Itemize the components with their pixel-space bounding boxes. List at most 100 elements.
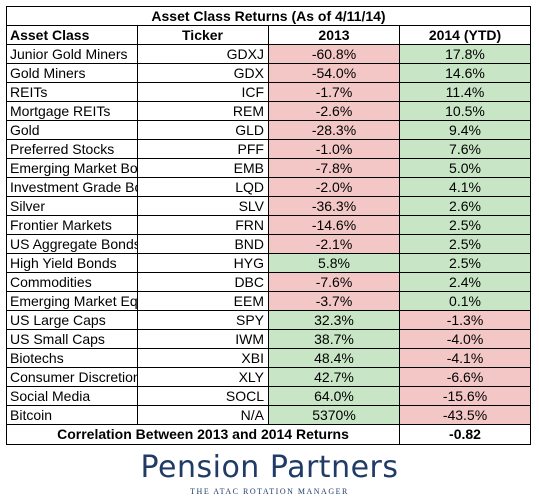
return-2014-cell: -4.1% xyxy=(399,348,531,368)
return-2013-cell: 42.7% xyxy=(268,367,400,387)
asset-class-cell: US Aggregate Bonds xyxy=(6,234,138,254)
return-2013-cell: -2.1% xyxy=(268,234,400,254)
ticker-cell: LQD xyxy=(137,177,269,197)
return-2014-cell: 14.6% xyxy=(399,63,531,83)
return-2014-cell: -43.5% xyxy=(399,405,531,425)
asset-class-cell: High Yield Bonds xyxy=(6,253,138,273)
return-2014-cell: 5.0% xyxy=(399,158,531,178)
return-2013-cell: -7.6% xyxy=(268,272,400,292)
returns-table-frame: Asset Class Returns (As of 4/11/14) Asse… xyxy=(6,6,531,445)
return-2013-cell: -28.3% xyxy=(268,120,400,140)
return-2014-cell: 2.4% xyxy=(399,272,531,292)
title-row: Asset Class Returns (As of 4/11/14) xyxy=(6,6,531,26)
return-2014-cell: 2.5% xyxy=(399,215,531,235)
returns-table: Asset Class Returns (As of 4/11/14) Asse… xyxy=(6,6,531,445)
return-2014-cell: 2.6% xyxy=(399,196,531,216)
return-2013-cell: -14.6% xyxy=(268,215,400,235)
return-2013-cell: -3.7% xyxy=(268,291,400,311)
ticker-cell: HYG xyxy=(137,253,269,273)
table-row: Mortgage REITs REM -2.6% 10.5% xyxy=(6,101,531,121)
return-2014-cell: -4.0% xyxy=(399,329,531,349)
correlation-row: Correlation Between 2013 and 2014 Return… xyxy=(6,424,531,445)
header-2014: 2014 (YTD) xyxy=(399,25,531,45)
table-row: High Yield Bonds HYG 5.8% 2.5% xyxy=(6,253,531,273)
ticker-cell: EEM xyxy=(137,291,269,311)
return-2013-cell: 64.0% xyxy=(268,386,400,406)
return-2014-cell: 11.4% xyxy=(399,82,531,102)
asset-class-cell: Investment Grade Bonds xyxy=(6,177,138,197)
return-2014-cell: -6.6% xyxy=(399,367,531,387)
header-2013: 2013 xyxy=(268,25,400,45)
asset-class-cell: Gold xyxy=(6,120,138,140)
table-row: Preferred Stocks PFF -1.0% 7.6% xyxy=(6,139,531,159)
ticker-cell: GDXJ xyxy=(137,44,269,64)
logo-name: Pension Partners xyxy=(140,450,399,485)
return-2013-cell: -2.0% xyxy=(268,177,400,197)
ticker-cell: DBC xyxy=(137,272,269,292)
return-2014-cell: 17.8% xyxy=(399,44,531,64)
asset-class-cell: Consumer Discretionary xyxy=(6,367,138,387)
return-2013-cell: -7.8% xyxy=(268,158,400,178)
return-2014-cell: 2.5% xyxy=(399,234,531,254)
asset-class-cell: Frontier Markets xyxy=(6,215,138,235)
return-2013-cell: 48.4% xyxy=(268,348,400,368)
asset-class-cell: Silver xyxy=(6,196,138,216)
table-row: Bitcoin N/A 5370% -43.5% xyxy=(6,405,531,425)
table-row: Commodities DBC -7.6% 2.4% xyxy=(6,272,531,292)
asset-class-cell: Biotechs xyxy=(6,348,138,368)
return-2014-cell: -15.6% xyxy=(399,386,531,406)
ticker-cell: FRN xyxy=(137,215,269,235)
ticker-cell: SPY xyxy=(137,310,269,330)
header-row: Asset Class Ticker 2013 2014 (YTD) xyxy=(6,25,531,45)
asset-class-cell: US Large Caps xyxy=(6,310,138,330)
asset-class-cell: Commodities xyxy=(6,272,138,292)
table-row: Investment Grade BondsLQD-2.0%4.1% xyxy=(6,177,531,197)
table-row: Emerging Market EquitiesEEM-3.7%0.1% xyxy=(6,291,531,311)
ticker-cell: BND xyxy=(137,234,269,254)
return-2014-cell: 0.1% xyxy=(399,291,531,311)
asset-class-cell: Junior Gold Miners xyxy=(6,44,138,64)
return-2013-cell: 32.3% xyxy=(268,310,400,330)
header-ticker: Ticker xyxy=(137,25,269,45)
logo-tagline: THE ATAC ROTATION MANAGER xyxy=(190,487,349,496)
asset-class-cell: Emerging Market Equities xyxy=(6,291,138,311)
ticker-cell: PFF xyxy=(137,139,269,159)
table-row: Emerging Market BondsEMB-7.8%5.0% xyxy=(6,158,531,178)
pension-partners-logo: Pension Partners THE ATAC ROTATION MANAG… xyxy=(0,446,539,503)
asset-class-cell: REITs xyxy=(6,82,138,102)
correlation-value: -0.82 xyxy=(399,424,531,445)
ticker-cell: XBI xyxy=(137,348,269,368)
ticker-cell: GLD xyxy=(137,120,269,140)
return-2013-cell: 5370% xyxy=(268,405,400,425)
return-2013-cell: -60.8% xyxy=(268,44,400,64)
return-2014-cell: 10.5% xyxy=(399,101,531,121)
asset-class-cell: Gold Miners xyxy=(6,63,138,83)
return-2014-cell: -1.3% xyxy=(399,310,531,330)
asset-class-cell: Mortgage REITs xyxy=(6,101,138,121)
asset-class-cell: Social Media xyxy=(6,386,138,406)
table-row: Silver SLV -36.3% 2.6% xyxy=(6,196,531,216)
return-2014-cell: 9.4% xyxy=(399,120,531,140)
asset-class-cell: US Small Caps xyxy=(6,329,138,349)
table-row: REITs ICF -1.7% 11.4% xyxy=(6,82,531,102)
ticker-cell: EMB xyxy=(137,158,269,178)
ticker-cell: GDX xyxy=(137,63,269,83)
ticker-cell: N/A xyxy=(137,405,269,425)
return-2013-cell: -1.0% xyxy=(268,139,400,159)
table-row: Frontier Markets FRN -14.6% 2.5% xyxy=(6,215,531,235)
return-2014-cell: 4.1% xyxy=(399,177,531,197)
table-title: Asset Class Returns (As of 4/11/14) xyxy=(6,6,531,26)
return-2013-cell: -54.0% xyxy=(268,63,400,83)
ticker-cell: REM xyxy=(137,101,269,121)
correlation-label: Correlation Between 2013 and 2014 Return… xyxy=(6,424,400,445)
return-2013-cell: 38.7% xyxy=(268,329,400,349)
table-row: US Small Caps IWM 38.7% -4.0% xyxy=(6,329,531,349)
asset-class-cell: Preferred Stocks xyxy=(6,139,138,159)
table-row: Social Media SOCL 64.0% -15.6% xyxy=(6,386,531,406)
table-row: Gold GLD -28.3% 9.4% xyxy=(6,120,531,140)
asset-class-cell: Bitcoin xyxy=(6,405,138,425)
return-2013-cell: -1.7% xyxy=(268,82,400,102)
return-2014-cell: 2.5% xyxy=(399,253,531,273)
table-row: Junior Gold Miners GDXJ -60.8% 17.8% xyxy=(6,44,531,64)
ticker-cell: SLV xyxy=(137,196,269,216)
